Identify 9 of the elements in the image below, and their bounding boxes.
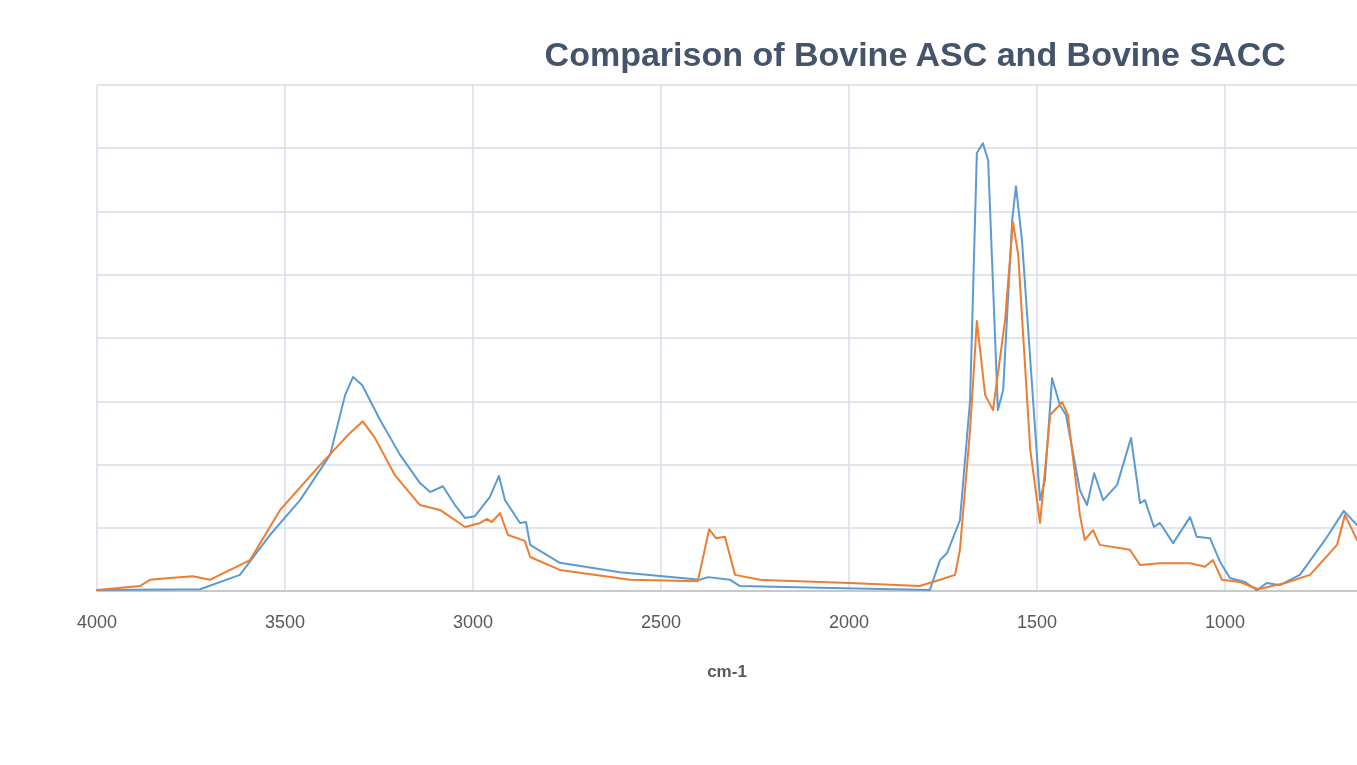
x-tick-label: 3500 xyxy=(264,612,306,632)
x-tick-label: 1500 xyxy=(1016,612,1058,632)
x-tick-label: 4000 xyxy=(76,612,118,632)
x-tick-label: 2500 xyxy=(640,612,682,632)
x-tick-label: 1000 xyxy=(1205,612,1246,632)
x-tick-label: 3000 xyxy=(452,612,494,632)
chart-title: Comparison of Bovine ASC and Bovine SACC xyxy=(544,35,1286,73)
x-axis-title: cm-1 xyxy=(707,662,747,681)
x-tick-label: 2000 xyxy=(828,612,870,632)
